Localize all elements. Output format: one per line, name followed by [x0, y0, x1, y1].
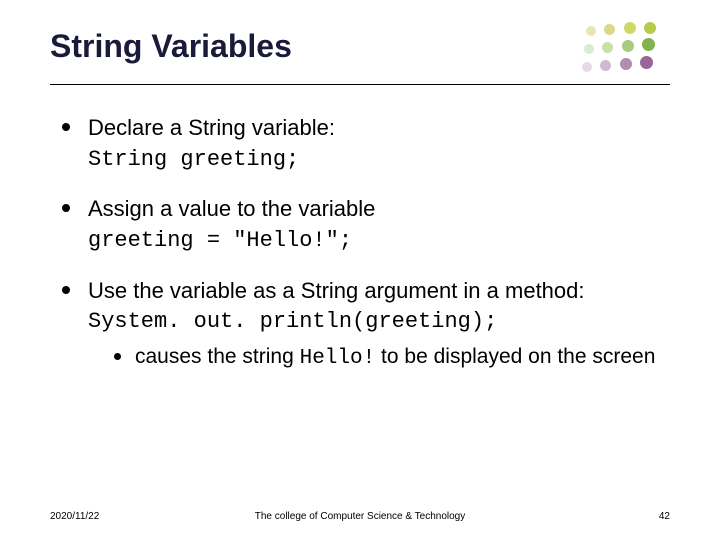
decor-dot: [582, 62, 592, 72]
footer-date: 2020/11/22: [50, 511, 99, 522]
bullet-body: Use the variable as a String argument in…: [88, 276, 655, 374]
bullet-text: Assign a value to the variable: [88, 196, 375, 221]
decor-dot: [586, 26, 596, 36]
footer-page: 42: [659, 511, 670, 522]
sub-bullet: causes the string Hello! to be displayed…: [114, 343, 655, 373]
sub-body: causes the string Hello! to be displayed…: [135, 343, 655, 373]
footer: 2020/11/22 The college of Computer Scien…: [0, 511, 720, 522]
bullet-icon: [62, 204, 70, 212]
sub-pre: causes the string: [135, 345, 300, 368]
bullet-icon: [62, 123, 70, 131]
code-text: System. out. println(greeting);: [88, 309, 497, 334]
decor-dot: [642, 38, 655, 51]
decor-dot: [644, 22, 656, 34]
decor-dot: [604, 24, 615, 35]
bullet-body: Declare a String variable: String greeti…: [88, 113, 335, 174]
decor-dot: [624, 22, 636, 34]
title-row: String Variables: [50, 28, 670, 85]
bullet-text: Use the variable as a String argument in…: [88, 278, 585, 303]
slide-title: String Variables: [50, 28, 292, 65]
sub-post: to be displayed on the screen: [375, 345, 655, 368]
decor-dot: [600, 60, 611, 71]
decor-dot: [602, 42, 613, 53]
decor-dot: [640, 56, 653, 69]
bullet-text: Declare a String variable:: [88, 115, 335, 140]
decor-dot: [622, 40, 634, 52]
footer-center: The college of Computer Science & Techno…: [0, 511, 720, 522]
bullet-3: Use the variable as a String argument in…: [62, 276, 670, 374]
bullet-icon: [62, 286, 70, 294]
decor-dots: [580, 22, 670, 78]
slide: String Variables Declare a String variab…: [0, 0, 720, 540]
decor-dot: [620, 58, 632, 70]
sub-code: Hello!: [300, 347, 376, 370]
bullet-body: Assign a value to the variable greeting …: [88, 194, 375, 255]
bullet-2: Assign a value to the variable greeting …: [62, 194, 670, 255]
content: Declare a String variable: String greeti…: [50, 113, 670, 373]
bullet-icon: [114, 353, 121, 360]
bullet-1: Declare a String variable: String greeti…: [62, 113, 670, 174]
decor-dot: [584, 44, 594, 54]
code-text: String greeting;: [88, 147, 299, 172]
code-text: greeting = "Hello!";: [88, 228, 352, 253]
